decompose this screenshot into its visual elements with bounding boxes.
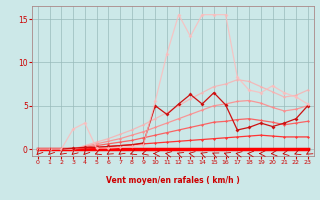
X-axis label: Vent moyen/en rafales ( km/h ): Vent moyen/en rafales ( km/h ) [106,176,240,185]
